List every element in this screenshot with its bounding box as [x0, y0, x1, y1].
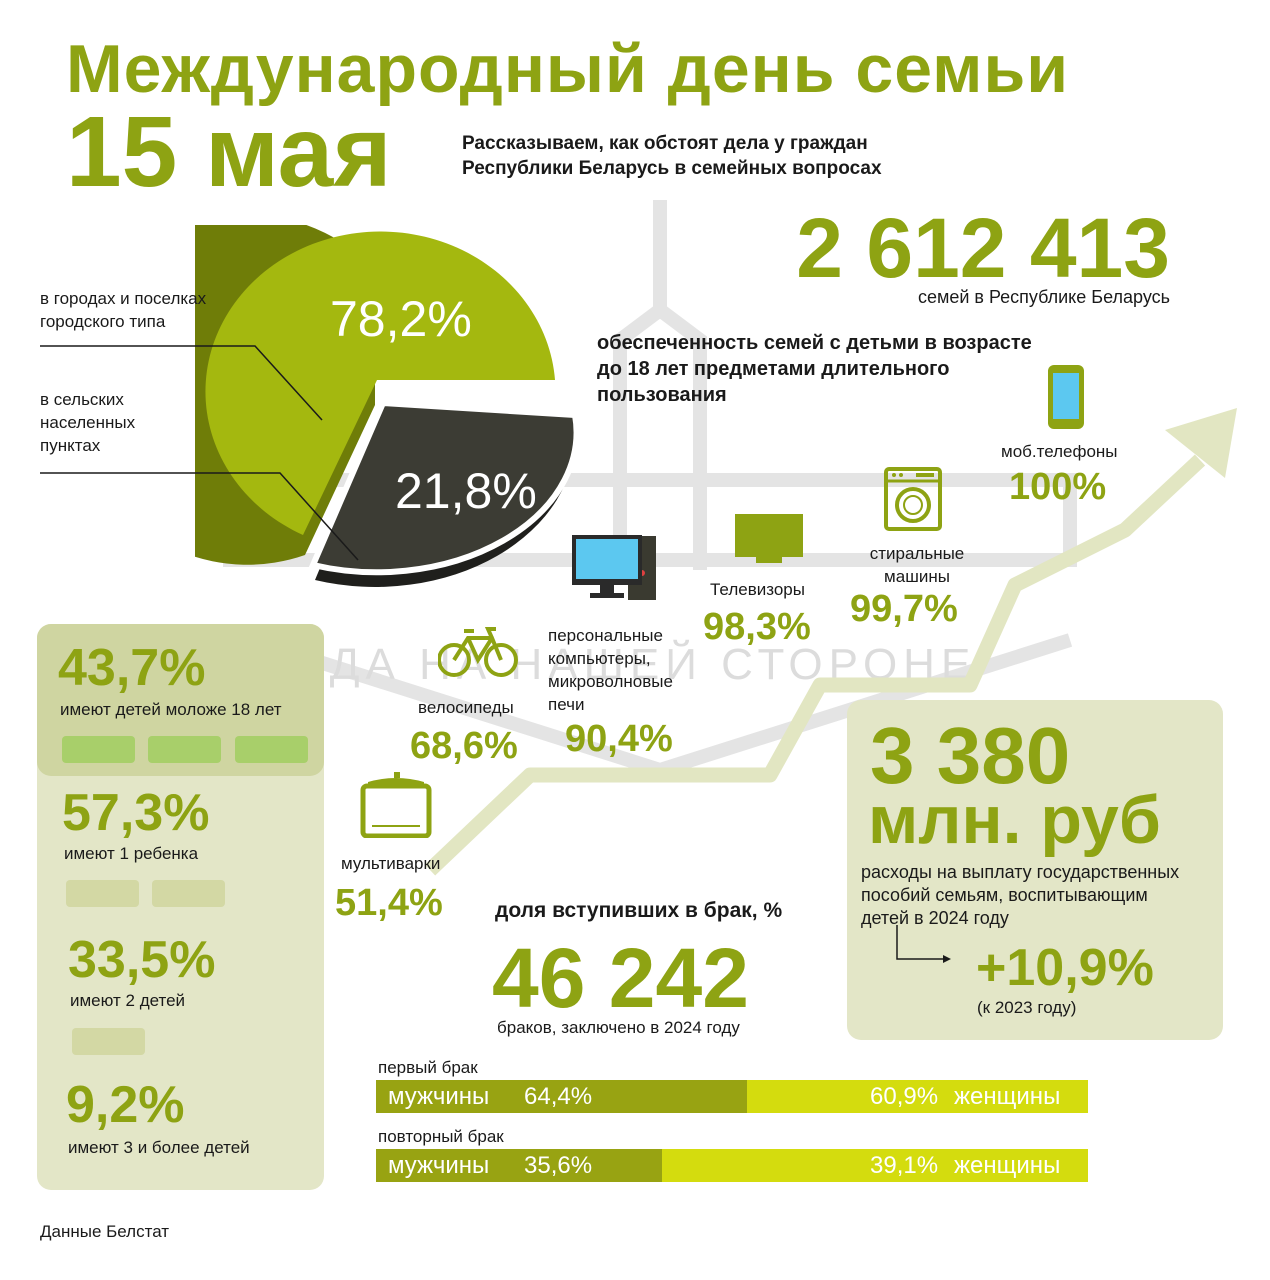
children-two-caption: имеют 2 детей: [70, 991, 186, 1010]
first-men-value: 64,4%: [524, 1083, 593, 1110]
families-caption: семей в Республике Беларусь: [917, 287, 1170, 307]
repeat-marriage-men-segment: [376, 1149, 662, 1182]
first-marriage-label: первый брак: [378, 1058, 478, 1077]
pie-leader-lines: [40, 345, 359, 561]
marriages-caption: браков, заключено в 2024 году: [497, 1018, 740, 1037]
data-source: Данные Белстат: [40, 1222, 170, 1241]
children-under18-value: 43,7%: [58, 639, 206, 697]
chip: [72, 1028, 145, 1055]
multicooker-icon: [360, 772, 432, 838]
bicycle-value: 68,6%: [410, 725, 518, 767]
rural-label: в сельских населенных пунктах: [40, 390, 136, 455]
families-count: 2 612 413: [796, 201, 1170, 295]
repeat-women-label: женщины: [954, 1152, 1061, 1179]
children-three-caption: имеют 3 и более детей: [68, 1138, 250, 1157]
benefits-caption: расходы на выплату государственных пособ…: [861, 862, 1180, 928]
marriages-count: 46 242: [492, 931, 749, 1025]
tv-label: Телевизоры: [710, 580, 805, 599]
urban-label: в городах и поселках городского типа: [40, 289, 207, 331]
chip: [235, 736, 308, 763]
benefits-growth-note: (к 2023 году): [977, 998, 1077, 1017]
children-two-value: 33,5%: [68, 931, 216, 989]
computer-value: 90,4%: [565, 718, 673, 760]
first-women-label: женщины: [954, 1083, 1061, 1110]
repeat-women-value: 39,1%: [870, 1152, 939, 1179]
first-men-label: мужчины: [388, 1083, 490, 1110]
bicycle-icon: [438, 627, 518, 677]
tv-value: 98,3%: [703, 606, 811, 648]
washing-machine-label: стиральные машины: [869, 544, 965, 586]
washing-machine-icon: [884, 467, 942, 531]
benefits-growth: +10,9%: [976, 939, 1154, 997]
chip: [148, 736, 221, 763]
chip: [62, 736, 135, 763]
children-one-caption: имеют 1 ребенка: [64, 844, 199, 863]
repeat-marriage-women-segment: [662, 1149, 1088, 1182]
benefits-amount: 3 380: [870, 711, 1071, 800]
chip: [152, 880, 225, 907]
benefits-unit: млн. руб: [868, 782, 1161, 858]
growth-arrow: [425, 408, 1237, 876]
children-under18-caption: имеют детей моложе 18 лет: [60, 700, 282, 719]
urban-slice: [205, 231, 555, 535]
phone-label: моб.телефоны: [1001, 442, 1118, 461]
multicooker-value: 51,4%: [335, 882, 443, 924]
residence-pie-chart: [195, 225, 580, 587]
repeat-marriage-label: повторный брак: [378, 1127, 504, 1146]
rural-value: 21,8%: [395, 463, 537, 519]
page-date: 15 мая: [66, 96, 392, 208]
first-marriage-bar: мужчины 64,4% 60,9% женщины: [376, 1080, 1088, 1113]
tv-icon: [735, 514, 803, 563]
bicycle-label: велосипеды: [418, 698, 514, 717]
children-one-value: 57,3%: [62, 784, 210, 842]
marriages-heading: доля вступивших в брак, %: [495, 899, 783, 922]
benefits-arrow: [896, 925, 951, 963]
children-three-value: 9,2%: [66, 1076, 185, 1134]
repeat-marriage-bar: мужчины 35,6% 39,1% женщины: [376, 1149, 1088, 1182]
first-women-value: 60,9%: [870, 1083, 939, 1110]
chip: [66, 880, 139, 907]
durables-heading: обеспеченность семей с детьми в возрасте…: [597, 332, 1032, 406]
computer-label: персональные компьютеры, микроволновые п…: [548, 626, 673, 714]
computer-icon: [572, 535, 656, 600]
repeat-men-value: 35,6%: [524, 1152, 593, 1179]
page-subtitle: Рассказываем, как обстоят дела у граждан…: [462, 133, 882, 179]
washing-machine-value: 99,7%: [850, 588, 958, 630]
phone-icon: [1048, 365, 1084, 429]
phone-value: 100%: [1009, 466, 1107, 508]
first-marriage-women-segment: [747, 1080, 1088, 1113]
urban-value: 78,2%: [330, 291, 472, 347]
repeat-men-label: мужчины: [388, 1152, 490, 1179]
first-marriage-men-segment: [376, 1080, 747, 1113]
benefits-panel: [847, 700, 1223, 1040]
multicooker-label: мультиварки: [341, 854, 441, 873]
rural-slice: [308, 399, 580, 576]
page-title: Международный день семьи: [66, 31, 1070, 107]
